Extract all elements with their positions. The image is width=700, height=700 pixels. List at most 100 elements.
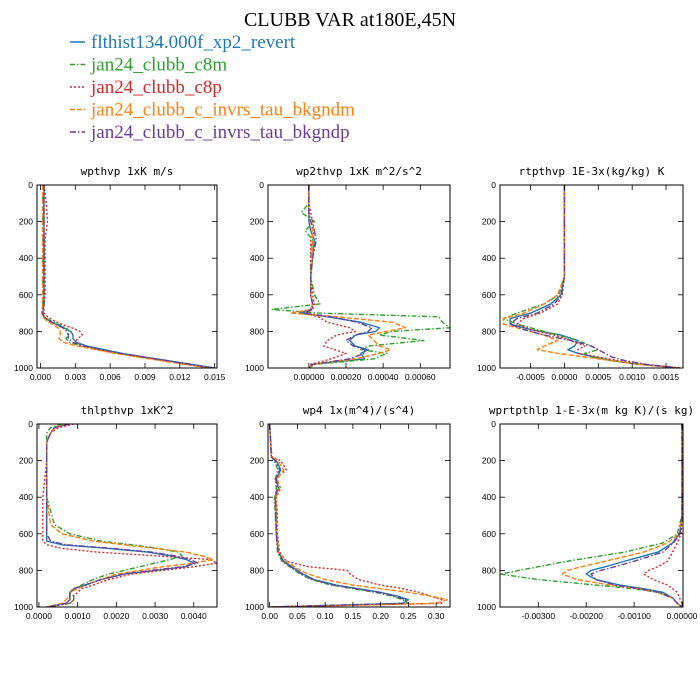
plot-frame bbox=[499, 184, 684, 369]
plot-frame bbox=[267, 423, 451, 608]
series-group bbox=[42, 424, 217, 607]
legend-label: jan24_clubb_c8m bbox=[90, 55, 227, 76]
y-tick-label: 200 bbox=[482, 456, 496, 466]
series-group bbox=[500, 424, 683, 607]
y-tick-label: 0 bbox=[28, 419, 33, 429]
legend-label: jan24_clubb_c_invrs_tau_bkgndp bbox=[90, 122, 350, 143]
legend: flthist134.000f_xp2_revertjan24_clubb_c8… bbox=[70, 32, 355, 143]
y-tick-label: 200 bbox=[250, 456, 264, 466]
y-tick-label: 800 bbox=[19, 565, 33, 575]
panel-title: rtpthvp 1E-3x(kg/kg) K bbox=[519, 165, 665, 178]
y-tick-label: 1000 bbox=[477, 363, 496, 373]
legend-label: jan24_clubb_c8p bbox=[90, 77, 222, 98]
figure-title: CLUBB VAR at180E,45N bbox=[244, 9, 456, 31]
x-tick-label: 0.0000 bbox=[551, 372, 577, 382]
x-tick-label: 0.0030 bbox=[142, 611, 168, 621]
x-tick-label: 0.10 bbox=[317, 611, 334, 621]
x-tick-label: 0.012 bbox=[169, 372, 191, 382]
legend-label: jan24_clubb_c_invrs_tau_bkgndm bbox=[90, 100, 355, 121]
y-tick-label: 0 bbox=[491, 419, 496, 429]
series-line-3 bbox=[304, 185, 356, 368]
plot-frame bbox=[36, 184, 218, 369]
y-tick-label: 400 bbox=[482, 253, 496, 263]
chart-panel-3: rtpthvp 1E-3x(kg/kg) K 0 200 400 600 800 1000 -… bbox=[477, 165, 684, 382]
series-group bbox=[268, 424, 448, 607]
panel-title: wprtpthlp 1-E-3x(m kg K)/(s kg) bbox=[489, 404, 694, 417]
y-tick-label: 600 bbox=[19, 290, 33, 300]
x-tick-label: 0.05 bbox=[289, 611, 306, 621]
y-tick-label: 800 bbox=[19, 326, 33, 336]
series-line-5 bbox=[42, 185, 214, 368]
x-tick-label: 0.20 bbox=[372, 611, 389, 621]
y-tick-label: 200 bbox=[19, 217, 33, 227]
series-line-4 bbox=[268, 424, 448, 607]
y-tick-label: 0 bbox=[28, 180, 33, 190]
x-tick-label: 0.00060 bbox=[405, 372, 436, 382]
series-line-4 bbox=[45, 424, 214, 607]
x-tick-label: 0.15 bbox=[345, 611, 362, 621]
y-tick-label: 600 bbox=[19, 529, 33, 539]
x-tick-label: -0.00300 bbox=[522, 611, 556, 621]
x-tick-label: 0.0000 bbox=[26, 611, 52, 621]
y-tick-label: 600 bbox=[250, 529, 264, 539]
legend-item: jan24_clubb_c_invrs_tau_bkgndm bbox=[70, 100, 355, 121]
x-tick-label: 0.00020 bbox=[331, 372, 362, 382]
y-tick-label: 0 bbox=[259, 419, 264, 429]
series-group bbox=[40, 185, 215, 368]
x-tick-label: 0.00040 bbox=[368, 372, 399, 382]
plot-frame bbox=[499, 423, 684, 608]
x-tick-label: 0.30 bbox=[428, 611, 445, 621]
series-line-5 bbox=[509, 185, 680, 368]
series-group bbox=[502, 185, 680, 368]
x-tick-label: 0.0010 bbox=[619, 372, 645, 382]
x-tick-label: 0.25 bbox=[400, 611, 417, 621]
x-tick-label: 0.000 bbox=[30, 372, 52, 382]
x-tick-label: 0.0005 bbox=[585, 372, 611, 382]
series-line-4 bbox=[40, 185, 209, 368]
y-tick-label: 600 bbox=[482, 290, 496, 300]
y-tick-label: 600 bbox=[482, 529, 496, 539]
y-tick-label: 400 bbox=[250, 492, 264, 502]
panel-title: thlpthvp 1xK^2 bbox=[81, 404, 174, 417]
x-tick-label: 0.003 bbox=[65, 372, 87, 382]
plot-frame bbox=[36, 423, 218, 608]
y-tick-label: 0 bbox=[491, 180, 496, 190]
x-tick-label: 0.0015 bbox=[653, 372, 679, 382]
y-tick-label: 400 bbox=[19, 492, 33, 502]
legend-label: flthist134.000f_xp2_revert bbox=[91, 32, 296, 53]
y-tick-label: 600 bbox=[250, 290, 264, 300]
x-tick-label: 0.0020 bbox=[103, 611, 129, 621]
series-line-5 bbox=[45, 424, 199, 607]
y-tick-label: 800 bbox=[482, 565, 496, 575]
x-tick-label: 0.00 bbox=[261, 611, 278, 621]
panel-title: wp4 1x(m^4)/(s^4) bbox=[303, 404, 416, 417]
series-line-5 bbox=[268, 424, 407, 607]
y-tick-label: 1000 bbox=[245, 602, 264, 612]
y-tick-label: 1000 bbox=[245, 363, 264, 373]
y-tick-label: 200 bbox=[19, 456, 33, 466]
x-tick-label: 0.0040 bbox=[181, 611, 207, 621]
x-tick-label: 0.015 bbox=[204, 372, 226, 382]
legend-item: jan24_clubb_c_invrs_tau_bkgndp bbox=[70, 122, 350, 143]
y-tick-label: 800 bbox=[250, 326, 264, 336]
series-line-5 bbox=[590, 424, 683, 607]
y-tick-label: 1000 bbox=[14, 602, 33, 612]
y-tick-label: 200 bbox=[250, 217, 264, 227]
series-line-4 bbox=[561, 424, 683, 607]
legend-item: jan24_clubb_c8p bbox=[70, 77, 222, 98]
series-group bbox=[271, 185, 450, 368]
y-tick-label: 1000 bbox=[477, 602, 496, 612]
chart-panel-2: wp2thvp 1xK m^2/s^2 0 200 400 600 800 1000 0.00… bbox=[245, 165, 451, 382]
x-tick-label: 0.0010 bbox=[65, 611, 91, 621]
series-line-5 bbox=[302, 185, 373, 368]
x-tick-label: 0.00000 bbox=[667, 611, 698, 621]
y-tick-label: 0 bbox=[259, 180, 264, 190]
series-line-3 bbox=[516, 185, 680, 368]
plot-frame bbox=[267, 184, 451, 369]
x-tick-label: 0.00000 bbox=[293, 372, 324, 382]
y-tick-label: 1000 bbox=[14, 363, 33, 373]
